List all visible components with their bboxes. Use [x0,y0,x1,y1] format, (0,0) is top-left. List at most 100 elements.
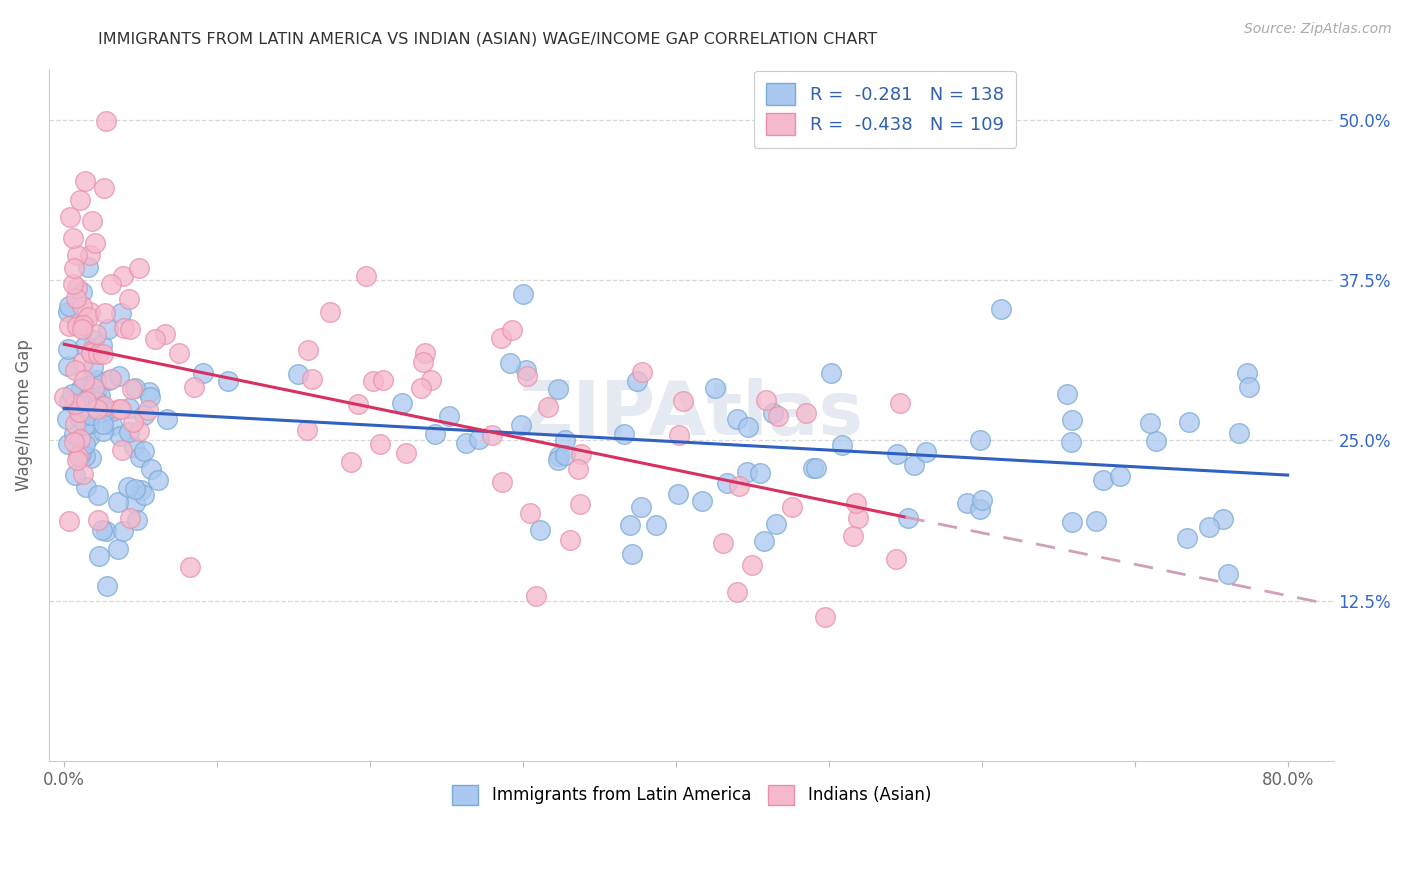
Point [58,299,80,313]
Point [755,392,778,407]
Point [77,378,100,392]
Point [727,479,749,493]
Point [1144,434,1167,448]
Point [1085,514,1108,528]
Point [79,248,101,262]
Point [66,453,89,467]
Point [489,331,512,345]
Point [110,401,132,416]
Point [613,426,636,441]
Point [347,397,370,411]
Point [1227,425,1250,440]
Point [63,467,86,482]
Point [1108,468,1130,483]
Point [425,426,447,441]
Point [69,445,91,459]
Point [191,366,214,380]
Point [56,412,79,426]
Point [409,381,432,395]
Point [83,333,105,347]
Point [1236,366,1258,380]
Point [56,304,79,318]
Point [118,401,141,415]
Point [86,401,108,416]
Point [972,492,994,507]
Point [889,396,911,410]
Point [124,482,146,496]
Point [87,488,110,502]
Point [121,382,143,396]
Point [62,231,84,245]
Point [80,343,103,358]
Point [56,342,79,356]
Point [107,369,129,384]
Text: IMMIGRANTS FROM LATIN AMERICA VS INDIAN (ASIAN) WAGE/INCOME GAP CORRELATION CHAR: IMMIGRANTS FROM LATIN AMERICA VS INDIAN … [98,31,877,46]
Point [1175,532,1198,546]
Point [107,542,129,557]
Y-axis label: Wage/Income Gap: Wage/Income Gap [15,339,32,491]
Point [481,427,503,442]
Point [1060,516,1083,530]
Point [112,524,135,539]
Point [82,360,104,375]
Text: Source: ZipAtlas.com: Source: ZipAtlas.com [1244,22,1392,37]
Point [139,390,162,404]
Point [804,461,827,475]
Point [672,394,695,409]
Point [63,261,86,276]
Point [371,373,394,387]
Point [138,385,160,400]
Point [82,376,104,390]
Point [75,174,97,188]
Point [915,445,938,459]
Point [990,301,1012,316]
Point [101,417,124,432]
Point [65,397,87,411]
Point [73,373,96,387]
Point [491,475,513,490]
Point [62,277,84,291]
Point [93,181,115,195]
Point [69,411,91,425]
Point [70,322,93,336]
Point [90,337,112,351]
Point [129,450,152,465]
Point [70,285,93,300]
Point [93,346,115,360]
Point [90,523,112,537]
Point [339,455,361,469]
Point [969,433,991,447]
Point [63,363,86,377]
Point [84,384,107,399]
Point [66,319,89,334]
Point [554,448,576,462]
Point [80,214,103,228]
Point [395,446,418,460]
Point [499,356,522,370]
Point [146,473,169,487]
Point [117,480,139,494]
Point [83,235,105,250]
Point [1198,520,1220,534]
Point [87,347,110,361]
Point [749,466,772,480]
Point [110,429,132,443]
Point [846,511,869,525]
Point [100,371,122,385]
Point [79,391,101,405]
Point [73,418,96,433]
Point [814,610,837,624]
Point [76,310,98,325]
Point [63,417,86,432]
Point [58,514,80,528]
Point [132,488,155,502]
Point [80,346,103,360]
Point [391,395,413,409]
Point [547,453,569,467]
Point [703,381,725,395]
Point [69,432,91,446]
Point [567,462,589,476]
Point [179,559,201,574]
Point [63,426,86,441]
Point [63,434,86,449]
